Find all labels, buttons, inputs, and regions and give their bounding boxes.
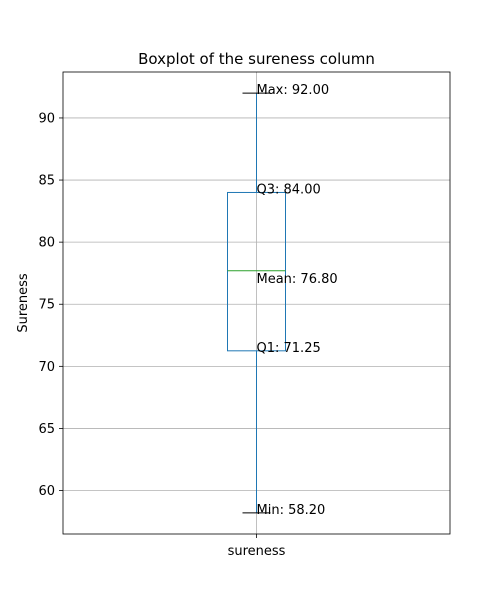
annotation-mean: Mean: 76.80 xyxy=(257,272,338,287)
y-tick-label: 75 xyxy=(38,298,55,313)
annotation-max: Max: 92.00 xyxy=(257,83,330,98)
y-tick-label: 90 xyxy=(38,111,55,126)
x-tick-label: sureness xyxy=(228,544,286,559)
iqr-box xyxy=(227,191,286,352)
annotation-layer: Max: 92.00 Q3: 84.00 Mean: 76.80 Q1: 71.25 M… xyxy=(257,83,338,518)
y-tick-label: 80 xyxy=(38,236,55,251)
axes-layer: 60 65 70 75 80 85 90 sureness xyxy=(38,71,451,559)
annotation-min: Min: 58.20 xyxy=(257,503,326,518)
plot-layer xyxy=(227,92,286,514)
y-tick-label: 85 xyxy=(38,174,55,189)
annotation-q3: Q3: 84.00 xyxy=(257,182,321,197)
annotation-q1: Q1: 71.25 xyxy=(257,341,321,356)
y-tick-label: 70 xyxy=(38,360,55,375)
y-tick-label: 60 xyxy=(38,484,55,499)
chart-title: Boxplot of the sureness column xyxy=(138,50,375,68)
y-axis-label: Sureness xyxy=(16,273,31,333)
y-tick-label: 65 xyxy=(38,422,55,437)
